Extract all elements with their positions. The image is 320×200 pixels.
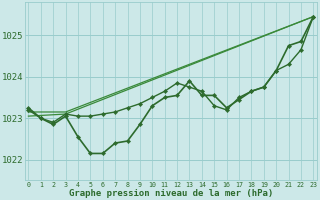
X-axis label: Graphe pression niveau de la mer (hPa): Graphe pression niveau de la mer (hPa) [69,189,273,198]
